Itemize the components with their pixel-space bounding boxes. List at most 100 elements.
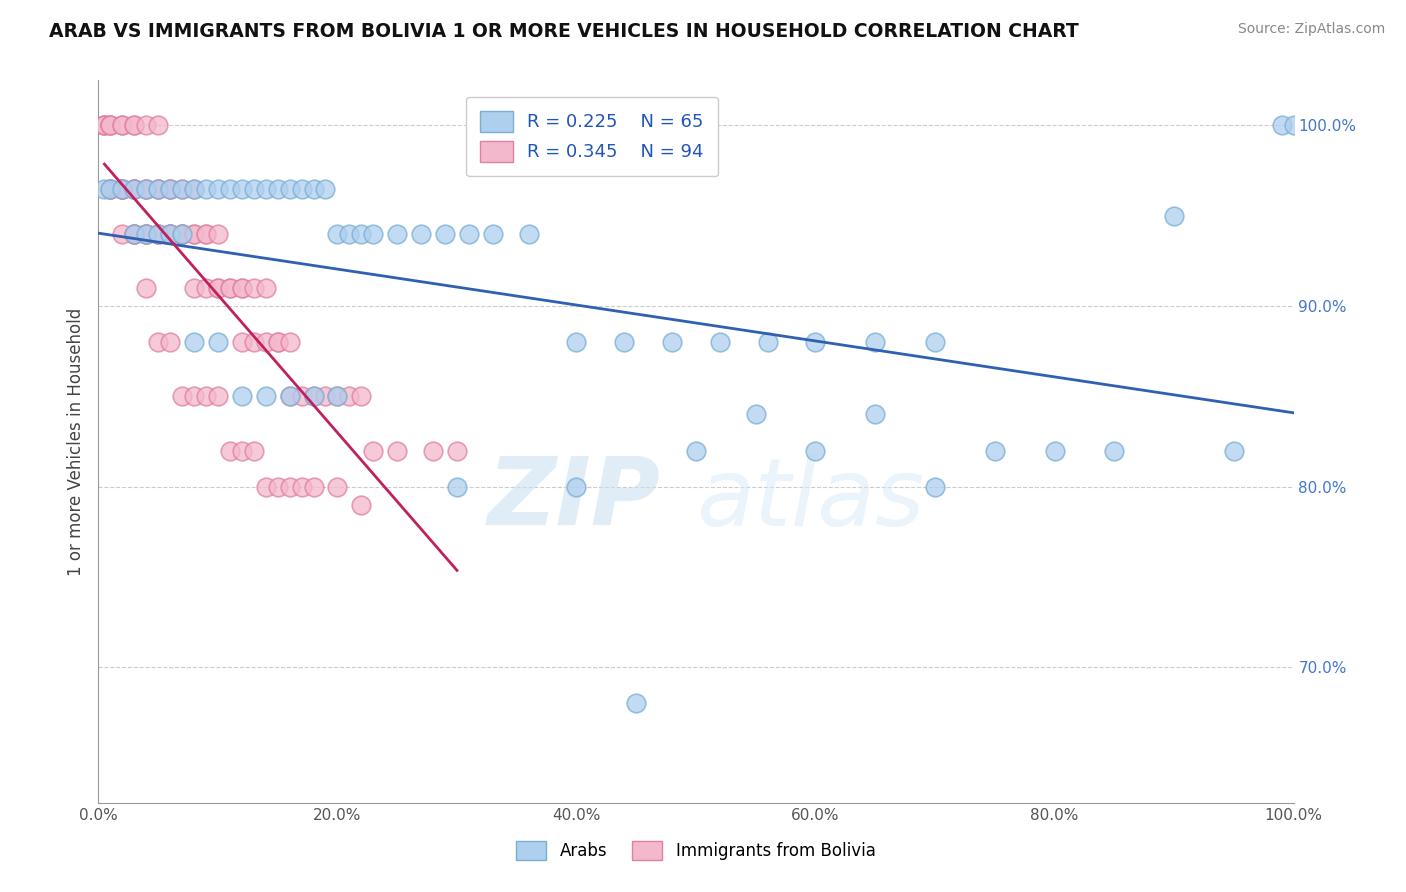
Point <box>291 181 314 195</box>
Point <box>148 335 170 350</box>
Point <box>183 281 205 295</box>
Point <box>267 335 290 350</box>
Point <box>148 181 170 195</box>
Point <box>278 389 301 403</box>
Point <box>148 119 170 133</box>
Point <box>709 335 731 350</box>
Point <box>254 281 277 295</box>
Point <box>458 227 481 241</box>
Point <box>231 281 253 295</box>
Point <box>159 181 181 195</box>
Point <box>98 119 122 133</box>
Point <box>254 335 277 350</box>
Point <box>135 119 157 133</box>
Point <box>148 181 170 195</box>
Point <box>411 227 433 241</box>
Point <box>350 389 373 403</box>
Point <box>231 335 253 350</box>
Point <box>1043 443 1066 458</box>
Point <box>231 181 253 195</box>
Point <box>685 443 707 458</box>
Point <box>984 443 1007 458</box>
Point <box>302 389 325 403</box>
Point <box>148 181 170 195</box>
Point <box>278 181 301 195</box>
Point <box>124 227 146 241</box>
Text: Source: ZipAtlas.com: Source: ZipAtlas.com <box>1237 22 1385 37</box>
Point <box>98 181 122 195</box>
Point <box>183 181 205 195</box>
Point <box>385 227 409 241</box>
Point <box>183 335 205 350</box>
Point <box>267 181 290 195</box>
Point <box>613 335 636 350</box>
Point <box>135 181 157 195</box>
Point <box>315 181 337 195</box>
Point <box>267 480 290 494</box>
Point <box>172 227 194 241</box>
Point <box>124 181 146 195</box>
Point <box>745 408 768 422</box>
Point <box>302 389 325 403</box>
Point <box>278 389 301 403</box>
Point <box>565 335 588 350</box>
Point <box>98 181 122 195</box>
Point <box>804 443 827 458</box>
Point <box>243 335 266 350</box>
Point <box>363 227 385 241</box>
Point <box>159 335 181 350</box>
Point <box>481 227 505 241</box>
Point <box>195 227 218 241</box>
Point <box>302 181 325 195</box>
Point <box>243 281 266 295</box>
Point <box>339 227 361 241</box>
Point <box>517 227 540 241</box>
Point <box>183 227 205 241</box>
Point <box>111 181 134 195</box>
Point <box>1271 119 1294 133</box>
Point <box>183 181 205 195</box>
Point <box>195 281 218 295</box>
Point <box>135 181 157 195</box>
Point <box>231 281 253 295</box>
Point <box>339 389 361 403</box>
Point <box>124 119 146 133</box>
Point <box>291 480 314 494</box>
Point <box>207 181 229 195</box>
Point <box>626 697 648 711</box>
Point <box>183 227 205 241</box>
Point <box>111 119 134 133</box>
Point <box>93 119 115 133</box>
Point <box>302 480 325 494</box>
Point <box>219 181 242 195</box>
Point <box>278 335 301 350</box>
Point <box>446 480 468 494</box>
Point <box>243 181 266 195</box>
Point <box>326 480 349 494</box>
Point <box>183 389 205 403</box>
Point <box>124 119 146 133</box>
Point <box>1282 119 1305 133</box>
Point <box>243 443 266 458</box>
Point <box>350 498 373 512</box>
Point <box>135 227 157 241</box>
Text: atlas: atlas <box>696 454 924 545</box>
Point <box>148 227 170 241</box>
Point <box>124 181 146 195</box>
Point <box>254 181 277 195</box>
Point <box>326 389 349 403</box>
Text: ARAB VS IMMIGRANTS FROM BOLIVIA 1 OR MORE VEHICLES IN HOUSEHOLD CORRELATION CHAR: ARAB VS IMMIGRANTS FROM BOLIVIA 1 OR MOR… <box>49 22 1078 41</box>
Point <box>350 227 373 241</box>
Point <box>565 480 588 494</box>
Point <box>924 480 946 494</box>
Point <box>111 181 134 195</box>
Point <box>172 181 194 195</box>
Point <box>93 119 115 133</box>
Point <box>159 181 181 195</box>
Point <box>111 227 134 241</box>
Point <box>111 119 134 133</box>
Point <box>278 480 301 494</box>
Point <box>422 443 444 458</box>
Point <box>865 408 887 422</box>
Point <box>207 281 229 295</box>
